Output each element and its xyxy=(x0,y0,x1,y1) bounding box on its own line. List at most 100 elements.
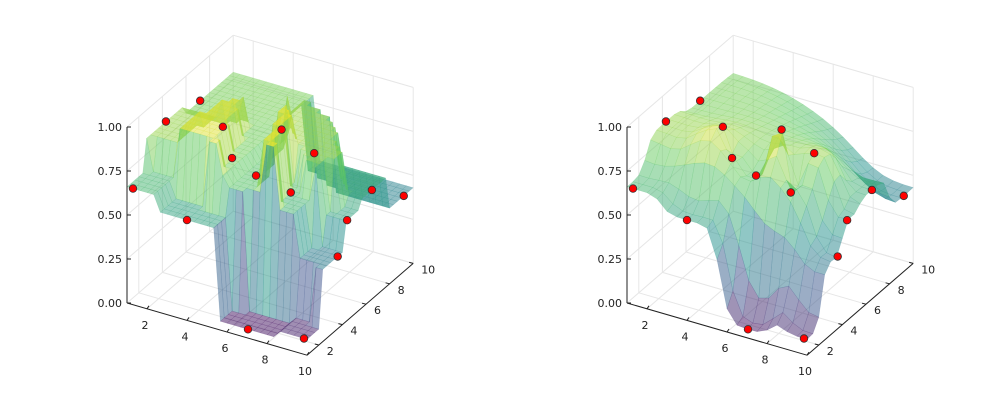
data-point xyxy=(682,215,692,225)
x-tick xyxy=(726,328,730,333)
x-tick xyxy=(186,317,190,321)
y-tick-label: 4 xyxy=(350,325,357,338)
data-point xyxy=(661,117,671,126)
data-point xyxy=(727,153,737,163)
x-axis xyxy=(126,302,308,356)
x-tick-label: 6 xyxy=(722,342,729,355)
x-tick-label: 4 xyxy=(682,330,689,343)
floor-gridline xyxy=(638,292,819,346)
x-axis xyxy=(626,302,808,356)
surface xyxy=(626,73,914,340)
data-point xyxy=(799,334,809,343)
x-tick-label: 10 xyxy=(798,365,812,378)
data-point xyxy=(195,96,205,105)
y-tick xyxy=(885,282,890,285)
data-point xyxy=(743,325,753,334)
data-point xyxy=(810,148,819,158)
y-tick xyxy=(838,323,843,326)
data-point xyxy=(310,148,319,158)
data-point xyxy=(182,215,192,225)
data-point xyxy=(833,252,842,261)
y-tick-label: 6 xyxy=(874,304,881,317)
data-point xyxy=(399,191,408,201)
data-point xyxy=(277,125,286,134)
x-tick xyxy=(686,317,690,321)
data-point xyxy=(367,185,377,195)
z-tick-label: 0.50 xyxy=(598,209,623,222)
y-tick-label: 2 xyxy=(827,345,834,358)
data-point xyxy=(251,171,261,180)
data-point xyxy=(786,188,795,197)
data-point xyxy=(333,252,342,261)
data-point xyxy=(128,184,138,193)
surface xyxy=(126,71,414,340)
x-tick-label: 2 xyxy=(142,319,149,332)
data-point xyxy=(161,117,171,126)
z-tick-label: 0.00 xyxy=(598,297,623,310)
y-tick xyxy=(338,323,343,326)
data-point xyxy=(899,191,908,201)
data-point xyxy=(243,325,253,334)
z-tick-label: 1.00 xyxy=(598,121,623,134)
data-point xyxy=(628,184,638,193)
surface-plot-stepped: 0.00 0.25 0.50 0.75 1.00 2 4 6 8 10 2 4 6 8 10 xyxy=(98,34,435,378)
x-tick-label: 8 xyxy=(762,354,769,367)
x-tick xyxy=(266,340,270,344)
surface-patch xyxy=(849,191,867,205)
surface-patch xyxy=(843,196,861,215)
x-tick xyxy=(646,305,650,310)
y-tick-label: 8 xyxy=(898,284,905,297)
data-point xyxy=(842,215,852,225)
y-tick xyxy=(409,261,414,264)
surface-patch xyxy=(866,180,885,186)
x-tick-label: 10 xyxy=(298,365,312,378)
x-tick-label: 4 xyxy=(182,330,189,343)
z-tick-label: 0.00 xyxy=(98,297,123,310)
scatter-points xyxy=(628,96,908,343)
data-point xyxy=(299,334,309,343)
x-tick xyxy=(146,305,150,310)
data-point xyxy=(227,153,237,163)
z-tick-label: 0.25 xyxy=(598,253,623,266)
z-tick-label: 1.00 xyxy=(98,121,123,134)
data-point xyxy=(777,125,786,134)
z-tick-label: 0.25 xyxy=(98,253,123,266)
y-tick-label: 2 xyxy=(327,345,334,358)
data-point xyxy=(342,215,352,225)
y-tick-label: 10 xyxy=(921,263,935,276)
y-axis xyxy=(306,263,414,356)
z-tick-label: 0.50 xyxy=(98,209,123,222)
y-tick-label: 6 xyxy=(374,304,381,317)
x-tick-label: 2 xyxy=(642,319,649,332)
surface-patch xyxy=(826,234,843,258)
y-tick xyxy=(385,282,390,285)
y-tick xyxy=(814,343,819,346)
x-tick-label: 8 xyxy=(262,354,269,367)
surface-plot-smooth: 0.00 0.25 0.50 0.75 1.00 2 4 6 8 10 2 4 6 8 10 xyxy=(598,34,935,378)
surface-patch xyxy=(802,312,820,335)
y-tick xyxy=(361,302,367,305)
scatter-points xyxy=(128,96,408,343)
data-point xyxy=(718,122,728,132)
z-tick-label: 0.75 xyxy=(98,165,123,178)
x-tick xyxy=(806,351,810,356)
y-tick-label: 10 xyxy=(421,263,435,276)
y-tick xyxy=(861,302,867,305)
y-tick-label: 4 xyxy=(850,325,857,338)
data-point xyxy=(695,96,705,105)
x-tick-label: 6 xyxy=(222,342,229,355)
x-tick xyxy=(766,340,770,344)
y-tick xyxy=(909,261,914,264)
z-tick-label: 0.75 xyxy=(598,165,623,178)
data-point xyxy=(286,188,295,197)
y-tick-label: 8 xyxy=(398,284,405,297)
x-tick xyxy=(306,351,310,356)
back-wall-gridline xyxy=(733,34,914,88)
x-tick xyxy=(226,328,230,333)
data-point xyxy=(867,185,877,195)
side-wall-gridline xyxy=(126,34,234,128)
y-axis xyxy=(806,263,914,356)
y-tick xyxy=(314,343,319,346)
